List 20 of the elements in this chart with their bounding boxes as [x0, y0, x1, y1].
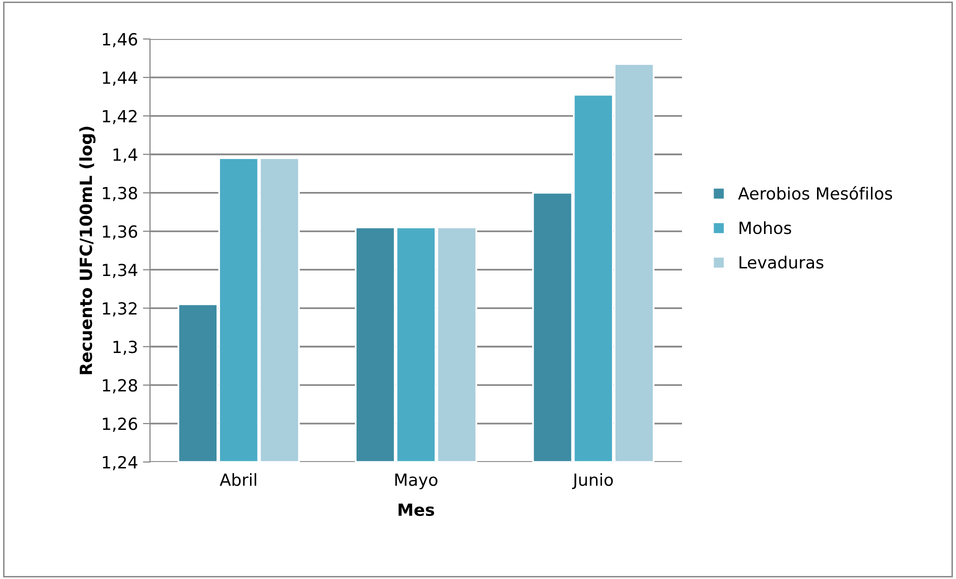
x-axis-title: Mes [398, 504, 434, 516]
y-tick-label: 1,32 [102, 302, 137, 316]
y-tick-label: 1,26 [102, 418, 138, 432]
legend-label: Levaduras [740, 256, 824, 269]
legend-label: Mohos [740, 221, 792, 234]
x-tick-label: Junio [572, 473, 613, 490]
y-tick-label: 1,46 [102, 32, 138, 48]
y-tick-label: 1,24 [102, 456, 138, 470]
y-tick-label: 1,4 [114, 148, 138, 163]
y-tick-label: 1,34 [102, 264, 138, 278]
x-tick-label: Abril [220, 473, 256, 486]
y-tick-label: 1,44 [102, 72, 138, 86]
y-tick-label: 1,38 [102, 186, 138, 202]
y-axis-title: Recuento UFC/100mL (log) [79, 126, 96, 374]
x-tick-label: Mayo [395, 474, 438, 490]
y-tick-label: 1,3 [114, 340, 137, 355]
y-tick-label: 1,28 [102, 379, 138, 394]
y-tick-label: 1,36 [102, 225, 138, 240]
legend-label: Aerobios Mesófilos [738, 186, 892, 200]
y-tick-label: 1,42 [102, 110, 137, 124]
